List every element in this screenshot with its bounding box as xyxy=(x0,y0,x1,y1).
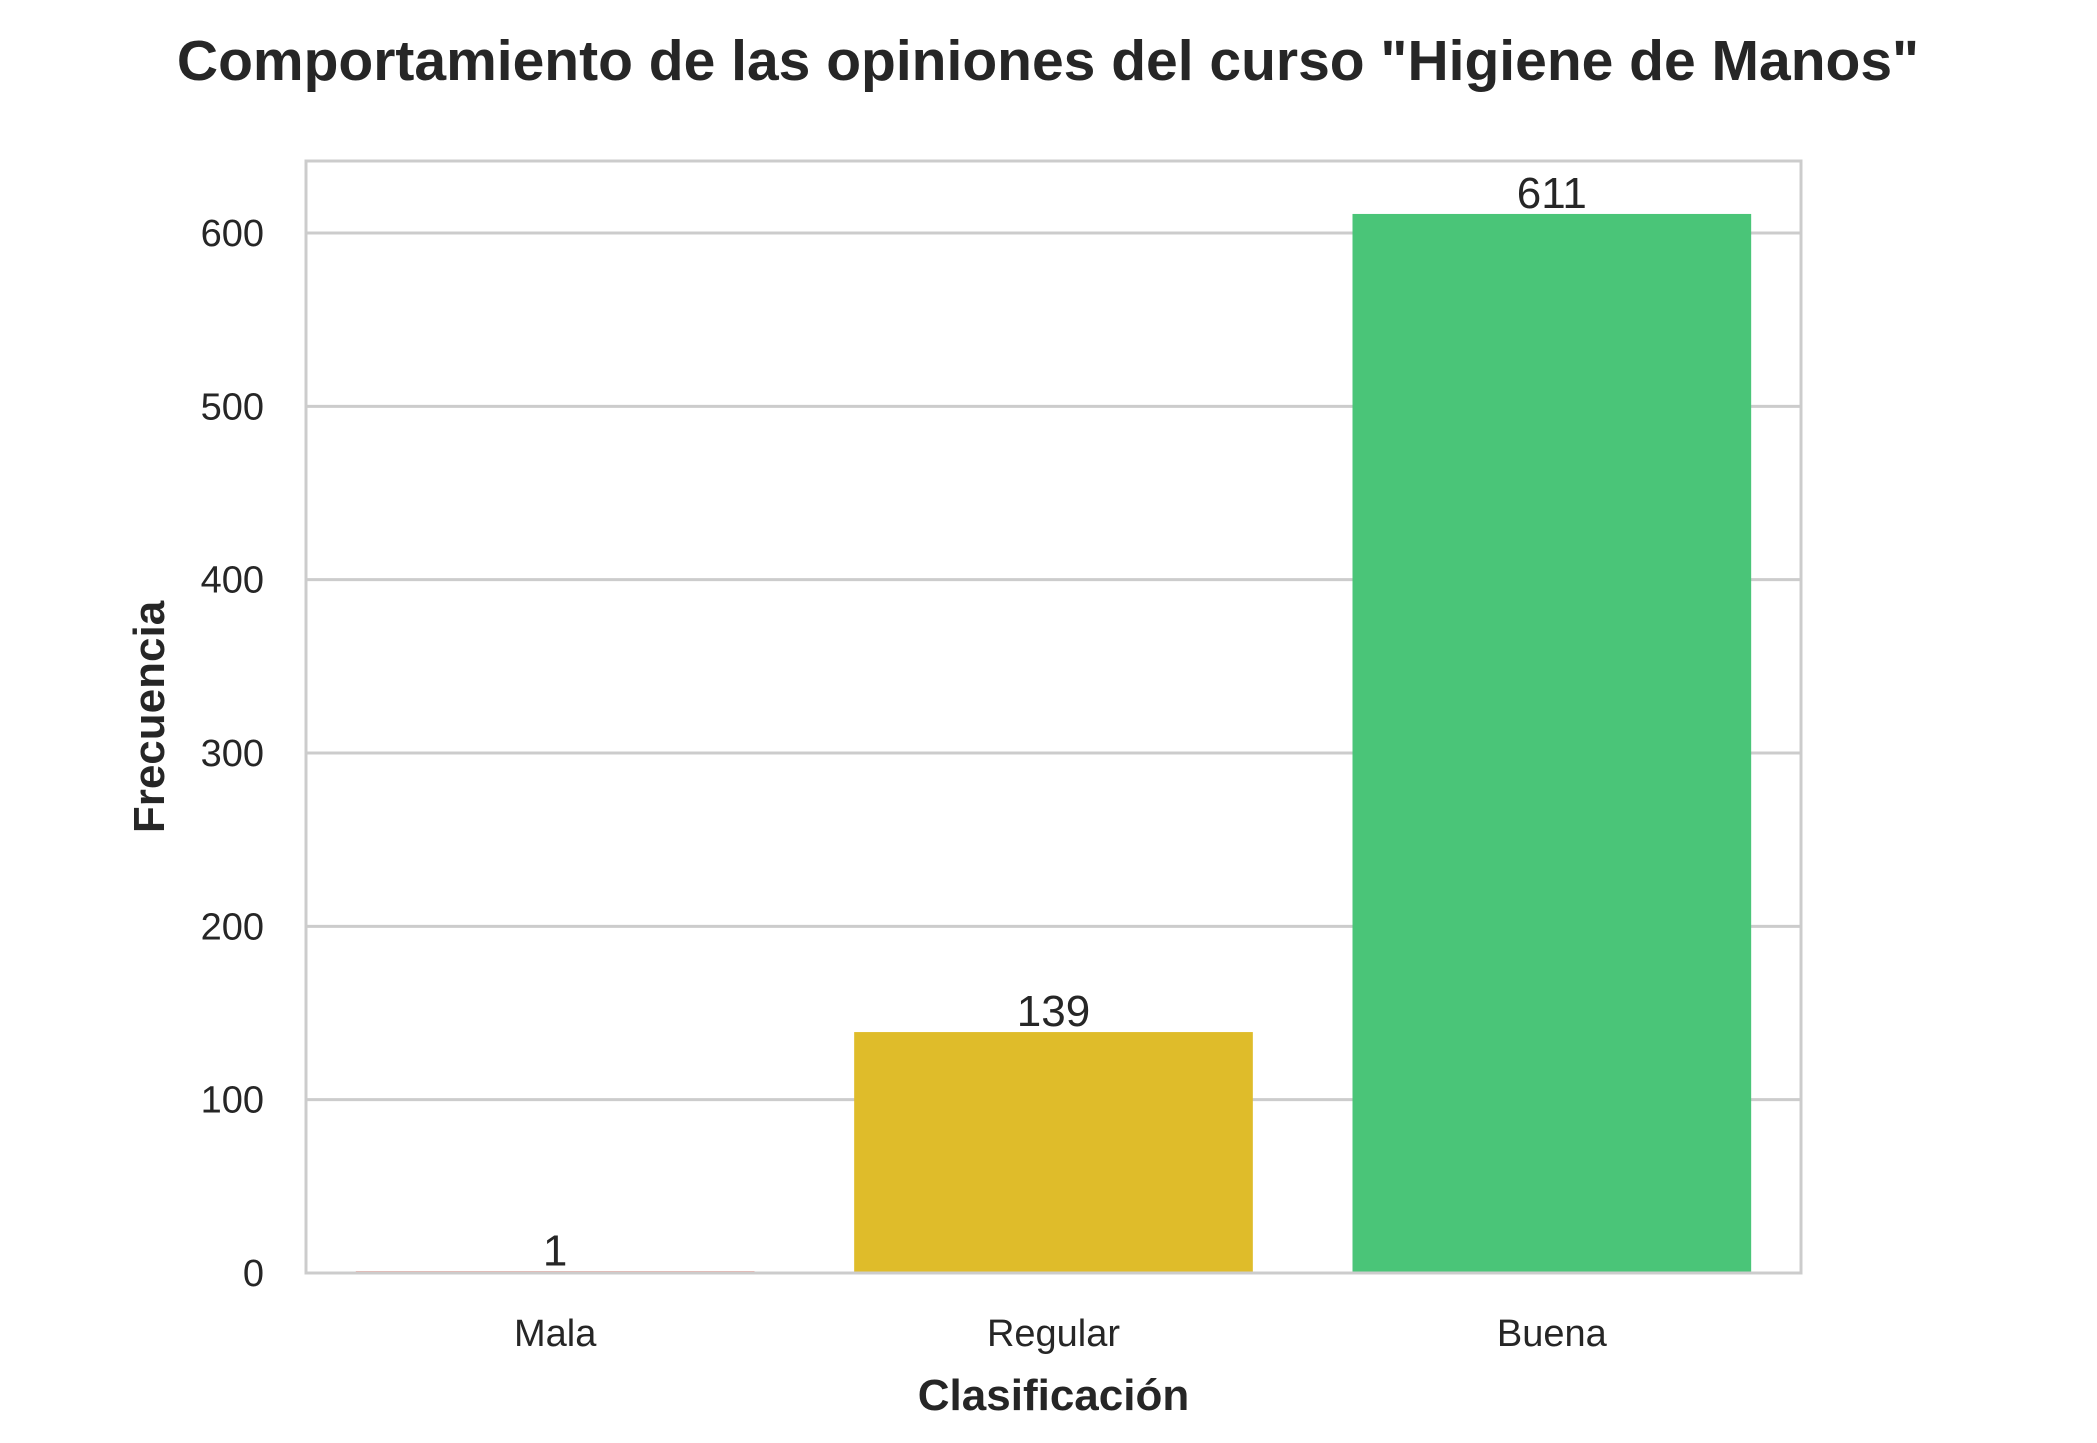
x-tick-label: Regular xyxy=(987,1313,1120,1355)
y-tick-label: 300 xyxy=(201,733,264,775)
y-tick-label: 100 xyxy=(201,1080,264,1122)
x-tick-label: Buena xyxy=(1497,1313,1608,1355)
plot-frame xyxy=(304,159,1803,1275)
data-label-layer: 1 139 611 xyxy=(543,169,1587,1275)
x-axis-label: Clasificación xyxy=(918,1371,1189,1420)
grid-layer xyxy=(306,231,1801,1275)
data-label-regular: 139 xyxy=(1017,987,1090,1036)
y-tick-label: 600 xyxy=(201,213,264,255)
y-tick-label: 500 xyxy=(201,386,264,428)
y-tick-label: 400 xyxy=(201,560,264,602)
data-label-mala: 1 xyxy=(543,1226,567,1275)
y-tick-label: 0 xyxy=(243,1253,264,1295)
bar-buena xyxy=(1352,213,1752,1273)
x-tick-label: Mala xyxy=(514,1313,597,1355)
bar-layer xyxy=(355,213,1752,1273)
y-axis-label: Frecuencia xyxy=(125,600,174,833)
chart-title: Comportamiento de las opiniones del curs… xyxy=(177,29,1919,93)
bar-regular xyxy=(854,1032,1253,1273)
data-label-buena: 611 xyxy=(1517,169,1587,218)
y-tick-label: 200 xyxy=(201,906,264,948)
tick-layer: 0 100 200 300 400 500 600 Mala Regular Buena xyxy=(201,213,1608,1355)
